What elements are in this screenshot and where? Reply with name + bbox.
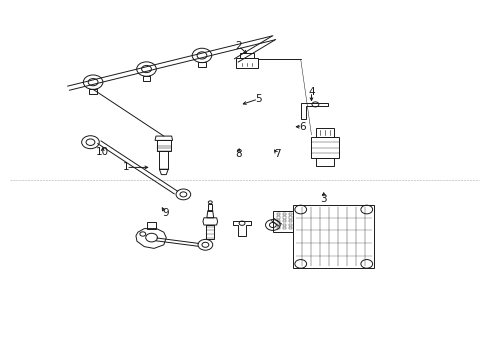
Bar xyxy=(276,213,280,215)
Text: 7: 7 xyxy=(273,149,280,159)
Bar xyxy=(288,227,291,229)
Bar xyxy=(316,158,333,166)
Bar xyxy=(146,222,156,229)
Bar xyxy=(159,151,168,169)
Bar xyxy=(236,58,257,68)
Bar xyxy=(282,224,285,226)
Text: 5: 5 xyxy=(254,94,261,104)
Bar xyxy=(276,227,280,229)
Bar xyxy=(293,205,373,268)
Bar xyxy=(288,220,291,222)
Bar xyxy=(282,213,285,215)
Bar xyxy=(276,216,280,219)
Bar xyxy=(206,225,214,239)
Bar xyxy=(288,216,291,219)
Bar xyxy=(272,211,293,232)
Bar xyxy=(288,224,291,226)
Text: 3: 3 xyxy=(320,194,326,204)
Text: 6: 6 xyxy=(298,122,305,132)
Bar xyxy=(311,137,338,158)
Bar xyxy=(282,220,285,222)
Bar xyxy=(316,128,333,137)
Bar xyxy=(157,140,170,151)
Bar xyxy=(89,89,97,94)
Text: 10: 10 xyxy=(96,147,109,157)
Bar xyxy=(276,220,280,222)
Text: 2: 2 xyxy=(235,41,242,51)
Bar xyxy=(208,204,212,211)
Bar xyxy=(142,76,150,81)
Bar xyxy=(276,224,280,226)
Bar xyxy=(240,53,253,58)
Bar xyxy=(198,62,205,67)
Bar xyxy=(288,213,291,215)
Bar xyxy=(282,227,285,229)
Text: 9: 9 xyxy=(162,208,168,218)
Text: 1: 1 xyxy=(122,162,129,172)
Text: 4: 4 xyxy=(307,87,314,97)
Text: 8: 8 xyxy=(235,149,242,159)
Bar xyxy=(282,216,285,219)
